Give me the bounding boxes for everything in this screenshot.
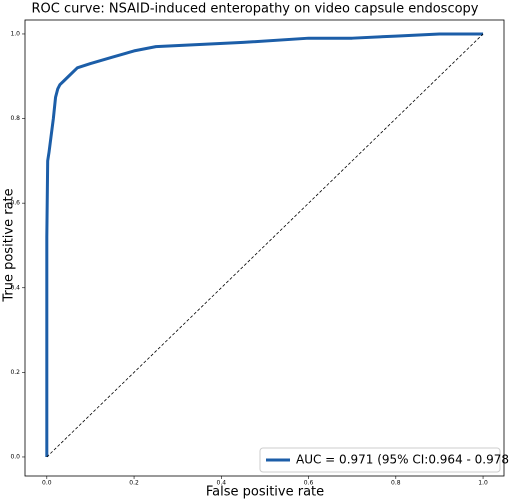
legend-label: AUC = 0.971 (95% CI:0.964 - 0.978) xyxy=(296,453,510,467)
x-tick-label: 0.4 xyxy=(217,480,227,487)
x-axis-label: False positive rate xyxy=(206,485,324,500)
y-tick-label: 0.4 xyxy=(10,284,20,291)
reference-line xyxy=(46,33,484,458)
x-tick-label: 1.0 xyxy=(478,480,488,487)
y-tick-label: 0.0 xyxy=(10,453,20,460)
legend-box xyxy=(259,447,501,473)
y-axis-label: True positive rate xyxy=(2,188,17,302)
chart-title: ROC curve: NSAID-induced enteropathy on … xyxy=(31,2,478,17)
plot-frame xyxy=(24,19,505,477)
x-tick-label: 0.8 xyxy=(391,480,401,487)
y-tick-label: 0.2 xyxy=(10,369,20,376)
x-tick-label: 0.2 xyxy=(129,480,139,487)
y-tick-label: 0.6 xyxy=(10,200,20,207)
y-tick-label: 0.8 xyxy=(10,115,20,122)
y-tick-label: 1.0 xyxy=(10,30,20,37)
x-tick-label: 0.0 xyxy=(42,480,52,487)
x-tick-label: 0.6 xyxy=(304,480,314,487)
roc-curve xyxy=(45,32,484,457)
